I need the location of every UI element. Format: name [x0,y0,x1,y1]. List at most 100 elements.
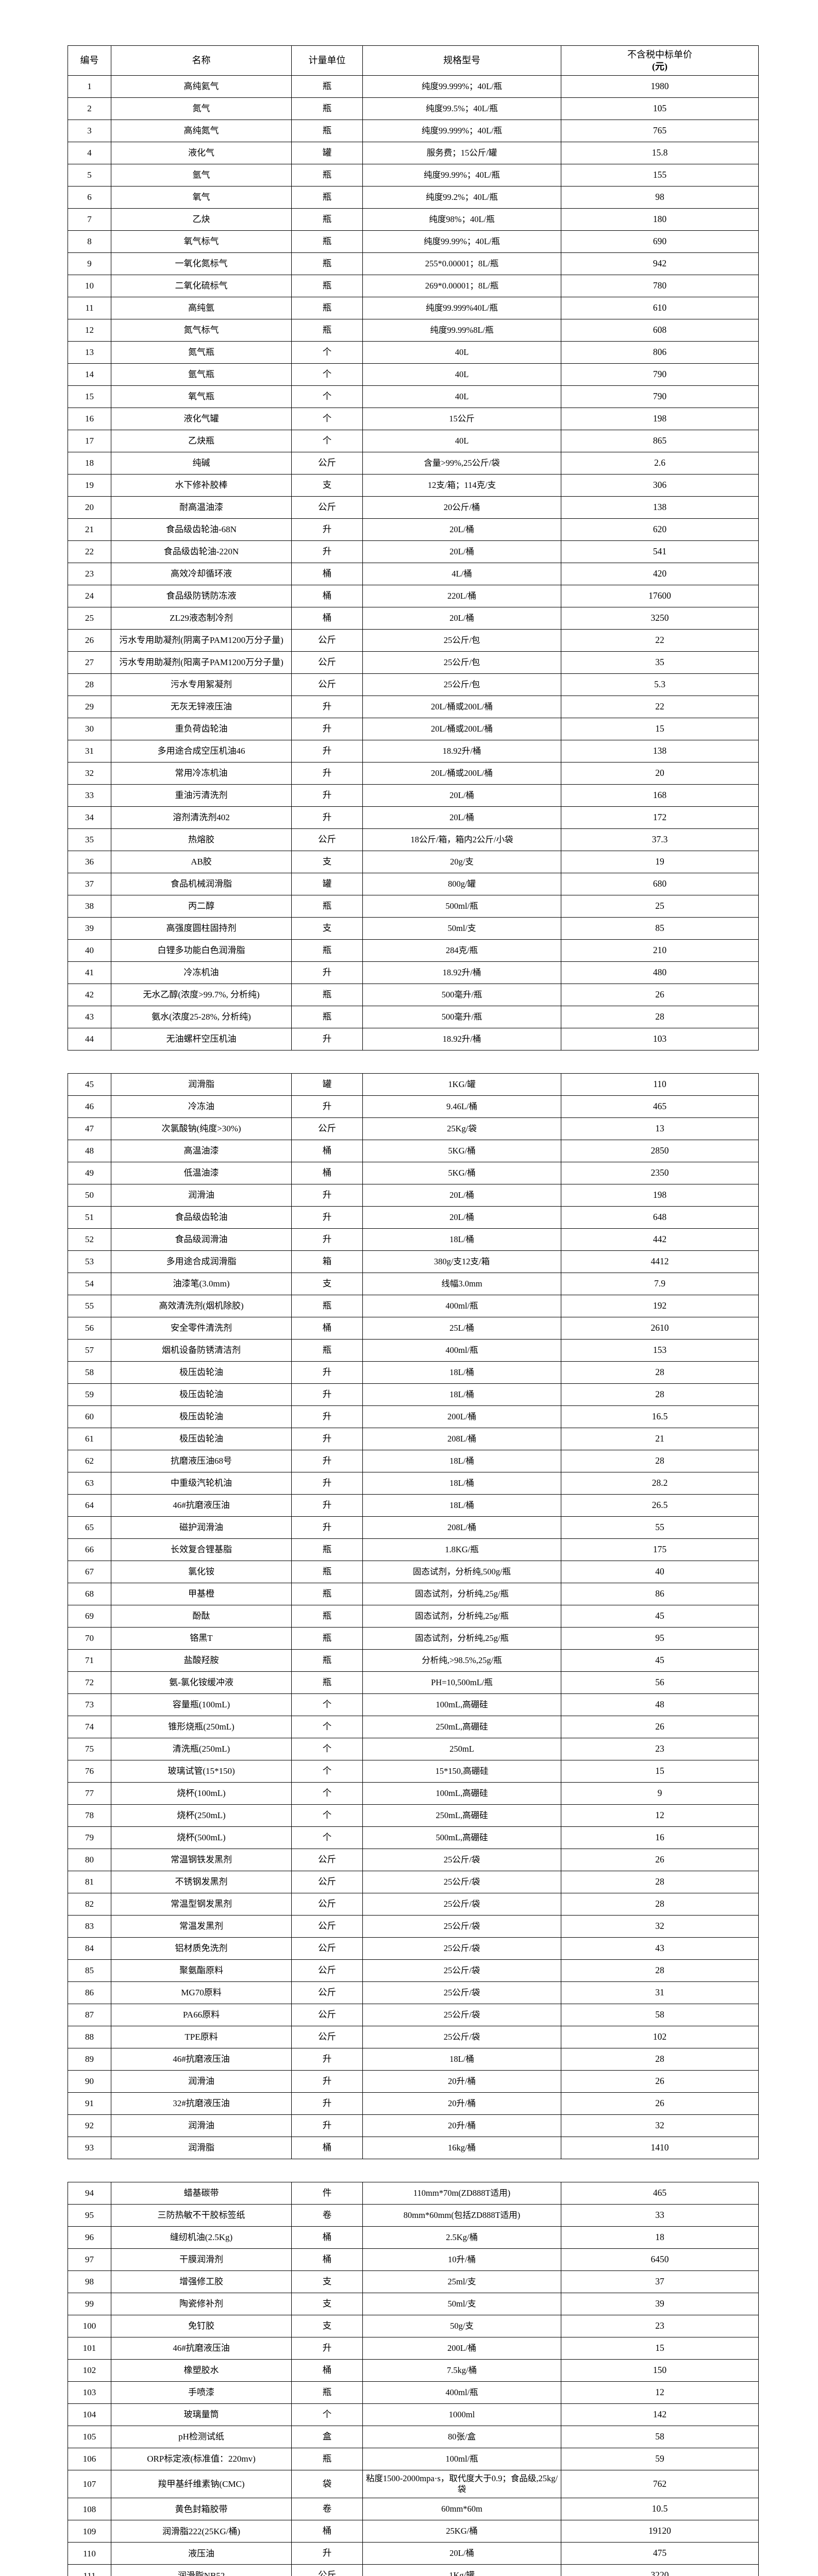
cell-price: 168 [561,784,759,807]
cell-no: 66 [68,1538,111,1561]
cell-price: 98 [561,186,759,209]
cell-spec: 18L/桶 [362,1228,561,1251]
cell-name: 氧气标气 [111,230,292,253]
cell-name: 冷冻油 [111,1095,292,1118]
cell-spec: 纯度99.999%；40L/瓶 [362,120,561,142]
cell-no: 1 [68,75,111,98]
cell-spec: 固态试剂，分析纯,25g/瓶 [362,1605,561,1628]
table-row: 13 氮气瓶个 40L 806 [68,341,759,364]
table-row: 99 陶瓷修补剂支 50ml/支 39 [68,2293,759,2315]
cell-price: 465 [561,2182,759,2205]
cell-spec: 80mm*60mm(包括ZD888T适用) [362,2204,561,2227]
cell-spec: 20L/桶 [362,2542,561,2565]
table-row: 1 高纯氦气瓶纯度99.999%；40L/瓶 1980 [68,75,759,98]
cell-spec: 500ml/瓶 [362,895,561,918]
cell-spec: 18.92升/桶 [362,961,561,984]
cell-unit: 升 [291,1494,363,1517]
cell-unit: 公斤 [291,2564,363,2576]
cell-price: 610 [561,297,759,319]
cell-unit: 瓶 [291,252,363,275]
cell-price: 765 [561,120,759,142]
cell-no: 36 [68,851,111,873]
cell-no: 108 [68,2498,111,2521]
cell-name: 玻璃量筒 [111,2403,292,2426]
table-row: 16 液化气罐个 15公斤 198 [68,408,759,430]
price-table-section-1: 编号 名称 计量单位 规格型号 不含税中标单价 (元) 1 高纯氦气瓶纯度99.999%；40… [68,45,759,1050]
cell-name: 聚氨酯原料 [111,1959,292,1982]
cell-no: 93 [68,2137,111,2159]
cell-spec: 208L/桶 [362,1428,561,1450]
cell-price: 28 [561,1361,759,1384]
cell-name: 蜡基碳带 [111,2182,292,2205]
cell-unit: 升 [291,740,363,762]
cell-unit: 盒 [291,2426,363,2448]
cell-price: 43 [561,1937,759,1960]
table-row: 75 清洗瓶(250mL) 个 250mL 23 [68,1738,759,1760]
cell-name: 润滑脂 [111,2137,292,2159]
cell-price: 105 [561,97,759,120]
cell-price: 680 [561,873,759,895]
cell-no: 19 [68,474,111,497]
cell-spec: 380g/支12支/箱 [362,1250,561,1273]
table-row: 6 氧气瓶纯度99.2%；40L/瓶 98 [68,186,759,209]
cell-price: 2610 [561,1317,759,1340]
table-row: 69 酚酞瓶固态试剂，分析纯,25g/瓶 45 [68,1605,759,1628]
cell-unit: 升 [291,718,363,740]
cell-no: 4 [68,142,111,164]
cell-spec: 40L [362,363,561,386]
table-row: 12 氮气标气瓶纯度99.99%8L/瓶 608 [68,319,759,342]
cell-name: 氨-氯化铵缓冲液 [111,1671,292,1694]
cell-name: 润滑脂 [111,1073,292,1096]
cell-spec: 40L [362,341,561,364]
cell-no: 49 [68,1162,111,1184]
table-row: 14 氩气瓶个 40L 790 [68,363,759,386]
cell-spec: 固态试剂，分析纯,500g/瓶 [362,1561,561,1583]
cell-spec: 500毫升/瓶 [362,1006,561,1028]
cell-unit: 升 [291,1361,363,1384]
cell-spec: 110mm*70m(ZD888T适用) [362,2182,561,2205]
cell-price: 45 [561,1605,759,1628]
table-row: 73 容量瓶(100mL) 个 100mL,高硼硅 48 [68,1693,759,1716]
cell-unit: 支 [291,474,363,497]
table-row: 61 极压齿轮油升 208L/桶 21 [68,1428,759,1450]
cell-unit: 升 [291,1516,363,1539]
cell-no: 22 [68,540,111,563]
cell-no: 92 [68,2114,111,2137]
cell-no: 39 [68,917,111,940]
cell-unit: 箱 [291,1250,363,1273]
cell-name: 液化气罐 [111,408,292,430]
table-row: 20 耐高温油漆 公斤 20公斤/桶 138 [68,496,759,519]
table-row: 45 润滑脂罐 1KG/罐 110 [68,1073,759,1096]
cell-unit: 升 [291,518,363,541]
table-row: 56 安全零件清洗剂桶 25L/桶 2610 [68,1317,759,1340]
cell-name: 干膜润滑剂 [111,2248,292,2271]
cell-unit: 升 [291,1450,363,1472]
cell-unit: 瓶 [291,1339,363,1362]
cell-spec: 2.5Kg/桶 [362,2226,561,2249]
cell-name: 耐高温油漆 [111,496,292,519]
cell-no: 34 [68,806,111,829]
cell-spec: 纯度99.99%；40L/瓶 [362,164,561,187]
cell-unit: 件 [291,2182,363,2205]
column-header-price-main: 不含税中标单价 [627,49,692,60]
cell-price: 1410 [561,2137,759,2159]
cell-name: 常温钢铁发黑剂 [111,1849,292,1871]
table-row: 95 三防热敏不干胶标签纸卷 80mm*60mm(包括ZD888T适用) 33 [68,2204,759,2227]
cell-unit: 个 [291,408,363,430]
cell-no: 105 [68,2426,111,2448]
cell-spec: 25公斤/袋 [362,1871,561,1893]
cell-no: 90 [68,2070,111,2093]
table-row: 15 氧气瓶个 40L 790 [68,385,759,408]
cell-name: 重油污清洗剂 [111,784,292,807]
cell-price: 28 [561,1893,759,1916]
cell-name: 高纯氦气 [111,75,292,98]
cell-price: 28 [561,2048,759,2071]
cell-no: 67 [68,1561,111,1583]
cell-name: 羧甲基纤维素钠(CMC) [111,2469,292,2499]
table-row: 68 甲基橙瓶固态试剂，分析纯,25g/瓶 86 [68,1583,759,1605]
cell-price: 150 [561,2359,759,2382]
cell-spec: 25KG/桶 [362,2520,561,2543]
cell-unit: 支 [291,2270,363,2293]
cell-no: 9 [68,252,111,275]
cell-name: 次氯酸钠(纯度>30%) [111,1117,292,1140]
